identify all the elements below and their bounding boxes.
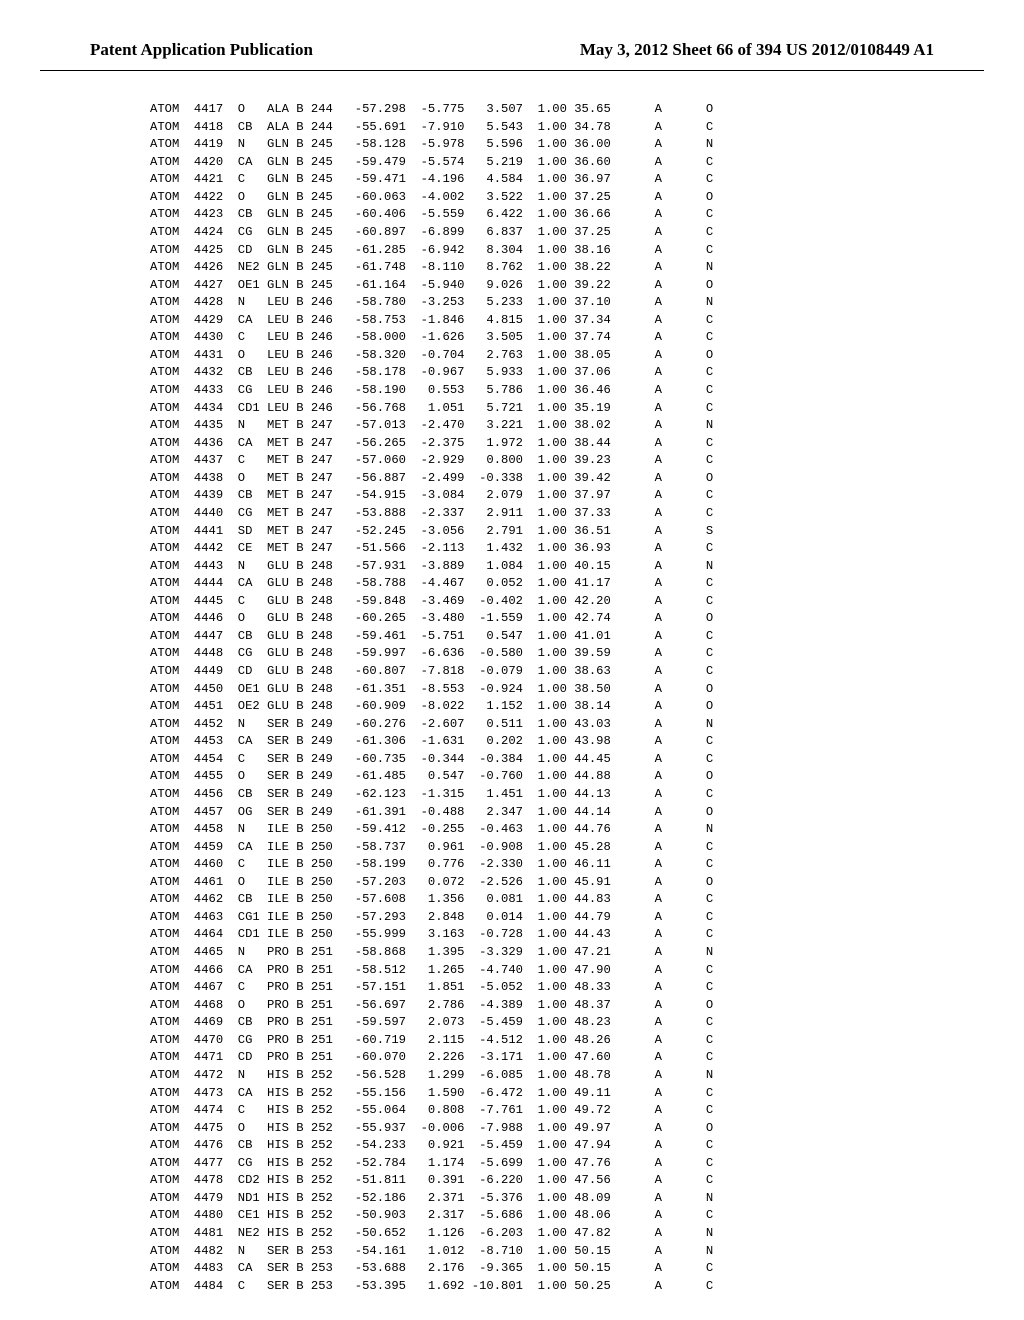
pdb-table: ATOM 4417 O ALA B 244 -57.298 -5.775 3.5… bbox=[150, 101, 1024, 1295]
header-left: Patent Application Publication bbox=[90, 40, 313, 60]
header-right: May 3, 2012 Sheet 66 of 394 US 2012/0108… bbox=[580, 40, 934, 60]
page-header: Patent Application Publication May 3, 20… bbox=[40, 0, 984, 71]
